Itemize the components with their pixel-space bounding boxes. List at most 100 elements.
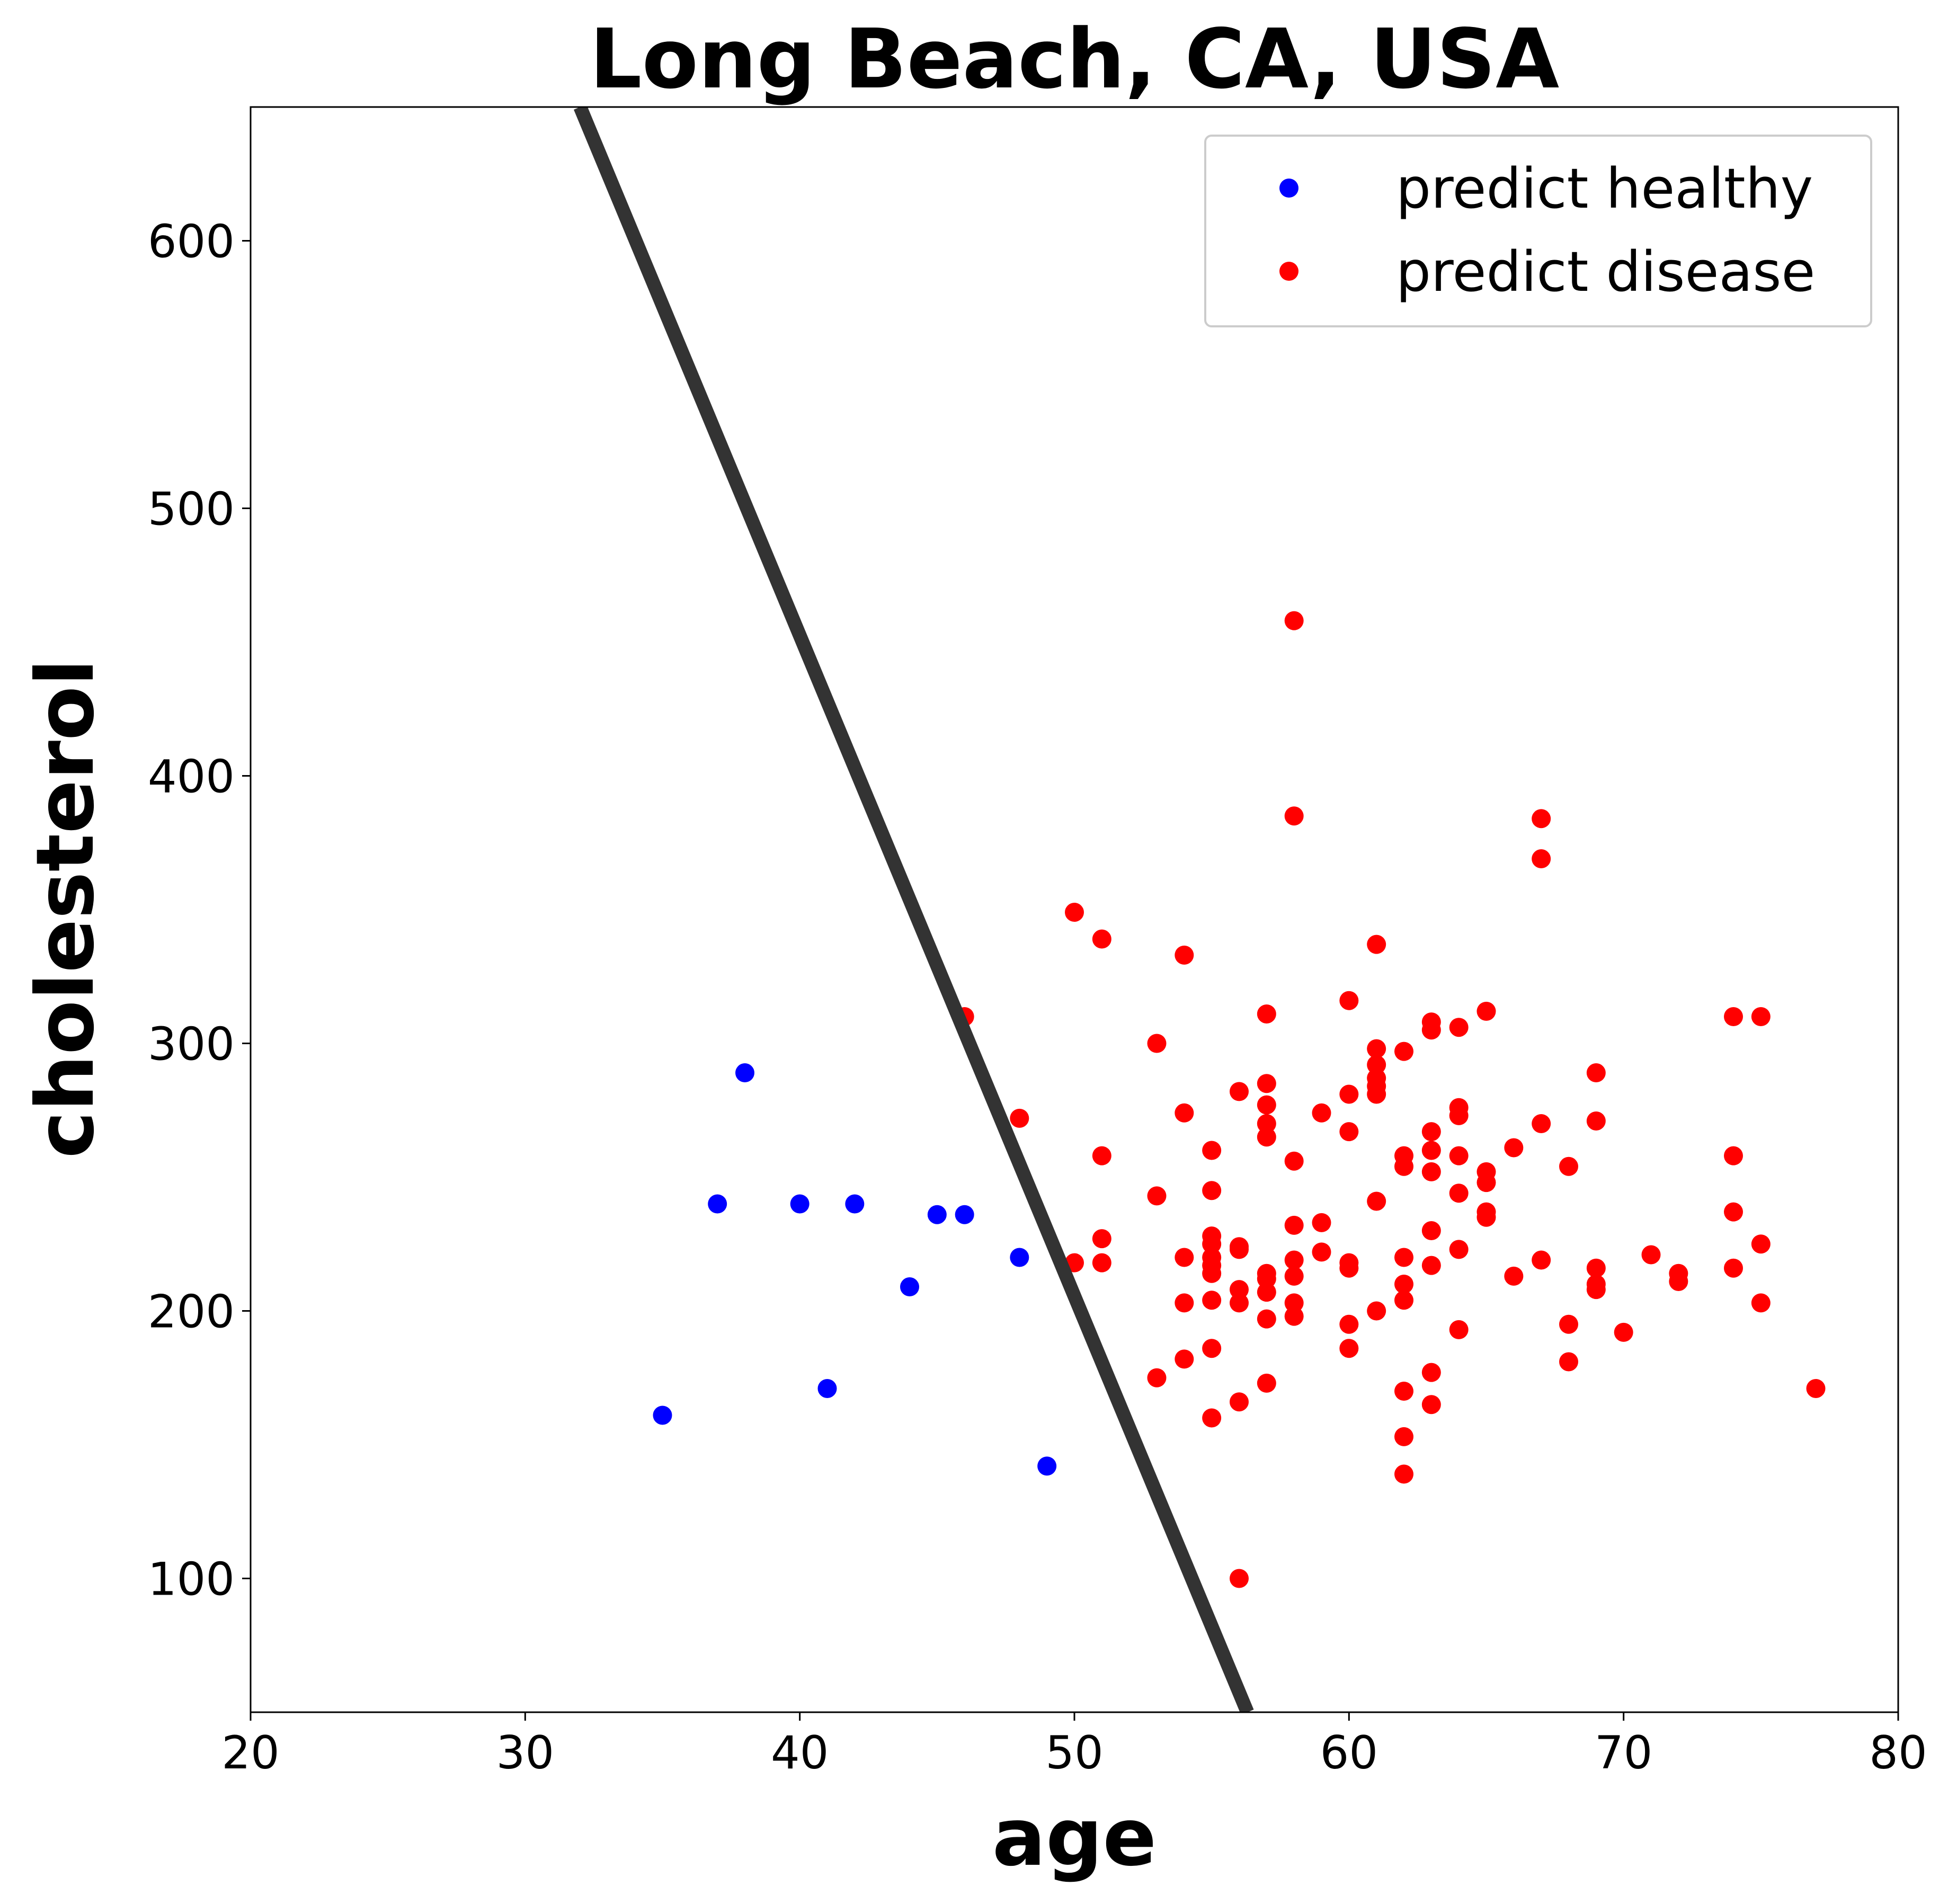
x-tick-label: 60: [1320, 1727, 1378, 1780]
y-tick-label: 100: [148, 1553, 235, 1606]
data-point: [1532, 849, 1551, 869]
data-point: [1010, 1248, 1029, 1267]
data-point: [1421, 1221, 1441, 1240]
data-point: [1724, 1258, 1743, 1278]
data-point: [653, 1405, 672, 1425]
data-point: [1449, 1146, 1469, 1165]
data-point: [1257, 1095, 1276, 1115]
data-point: [1559, 1156, 1578, 1176]
data-point: [1367, 1039, 1386, 1058]
data-point: [1724, 1007, 1743, 1026]
data-point: [1394, 1291, 1413, 1310]
y-axis-label: cholesterol: [20, 659, 112, 1158]
data-point: [1394, 1248, 1413, 1267]
data-point: [1202, 1291, 1222, 1310]
data-point: [1449, 1184, 1469, 1203]
data-point: [1065, 903, 1084, 922]
data-point: [1202, 1408, 1222, 1428]
data-point: [1669, 1271, 1688, 1291]
data-point: [1312, 1213, 1331, 1232]
data-point: [1202, 1141, 1222, 1160]
data-point: [927, 1205, 947, 1224]
data-layer: [573, 107, 1826, 1712]
data-point: [1367, 1084, 1386, 1104]
data-point: [1230, 1240, 1249, 1259]
data-point: [1230, 1082, 1249, 1101]
data-point: [1476, 1173, 1496, 1193]
data-point: [1202, 1234, 1222, 1254]
data-point: [1339, 1084, 1359, 1104]
x-axis-label: age: [992, 1792, 1157, 1884]
y-tick-label: 600: [148, 216, 235, 269]
data-point: [1724, 1146, 1743, 1165]
data-point: [1175, 1349, 1194, 1369]
data-point: [1751, 1293, 1771, 1313]
data-point: [1367, 1191, 1386, 1211]
y-tick-label: 500: [148, 483, 235, 536]
data-point: [1724, 1202, 1743, 1222]
legend-marker: [1279, 179, 1298, 198]
x-tick-label: 40: [771, 1727, 829, 1780]
data-point: [1284, 1215, 1304, 1235]
data-point: [845, 1194, 865, 1214]
data-point: [1257, 1114, 1276, 1133]
data-point: [1230, 1569, 1249, 1588]
data-point: [1367, 1055, 1386, 1074]
data-point: [1449, 1018, 1469, 1037]
decision-boundary-line: [573, 107, 1254, 1712]
data-point: [1312, 1242, 1331, 1262]
data-point: [1147, 1034, 1167, 1053]
data-point: [1476, 1001, 1496, 1021]
x-tick-label: 50: [1045, 1727, 1103, 1780]
data-point: [1202, 1264, 1222, 1283]
data-point: [1394, 1427, 1413, 1446]
data-point: [1092, 1146, 1111, 1165]
data-point: [1257, 1269, 1276, 1288]
data-point: [1257, 1074, 1276, 1093]
data-point: [1339, 1122, 1359, 1142]
data-point: [1339, 1314, 1359, 1334]
data-point: [1175, 1103, 1194, 1123]
data-point: [1339, 1258, 1359, 1278]
data-point: [790, 1194, 810, 1214]
y-tick-label: 300: [148, 1018, 235, 1071]
data-point: [1175, 1293, 1194, 1313]
data-point: [1449, 1320, 1469, 1339]
data-point: [1394, 1156, 1413, 1176]
data-point: [735, 1063, 754, 1083]
data-point: [1147, 1186, 1167, 1206]
data-point: [1449, 1106, 1469, 1125]
data-point: [1394, 1042, 1413, 1061]
data-point: [1421, 1162, 1441, 1181]
data-point: [1421, 1363, 1441, 1382]
plot-frame: [250, 106, 1899, 1713]
data-point: [1257, 1127, 1276, 1147]
data-point: [1449, 1240, 1469, 1259]
data-point: [1586, 1258, 1606, 1278]
data-point: [1559, 1314, 1578, 1334]
legend-marker: [1279, 262, 1298, 281]
x-tick-label: 30: [496, 1727, 554, 1780]
data-point: [1394, 1275, 1413, 1294]
data-point: [1284, 806, 1304, 826]
data-point: [1394, 1382, 1413, 1401]
data-point: [1421, 1256, 1441, 1275]
data-point: [1641, 1245, 1661, 1265]
data-point: [708, 1194, 727, 1214]
data-point: [1586, 1063, 1606, 1083]
legend-label: predict healthy: [1396, 156, 1813, 221]
data-point: [1202, 1339, 1222, 1358]
data-point: [1394, 1464, 1413, 1484]
data-point: [1504, 1266, 1524, 1286]
data-point: [900, 1277, 919, 1297]
data-point: [1284, 1151, 1304, 1171]
data-point: [1367, 935, 1386, 954]
x-tick-label: 20: [221, 1727, 279, 1780]
data-point: [1421, 1141, 1441, 1160]
data-point: [1806, 1378, 1826, 1398]
data-point: [1559, 1352, 1578, 1372]
data-point: [1257, 1004, 1276, 1024]
legend-box: [1204, 135, 1872, 327]
legend-label: predict disease: [1396, 239, 1815, 304]
